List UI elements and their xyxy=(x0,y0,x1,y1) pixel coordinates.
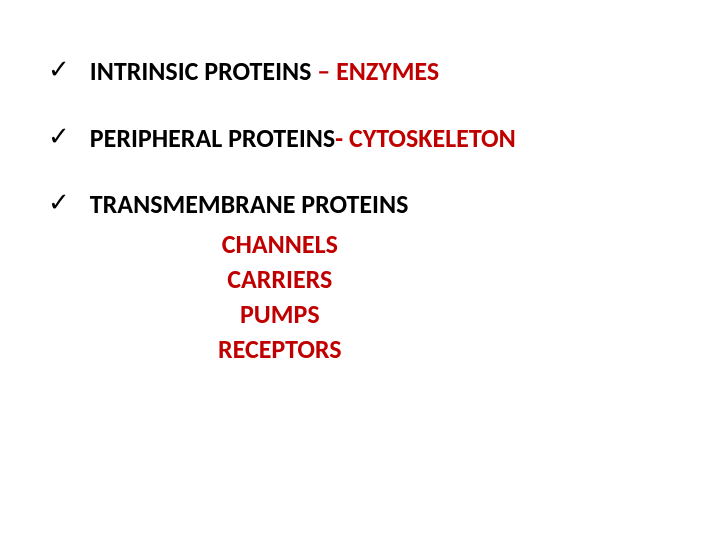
bullet-suffix-1: – ENZYMES xyxy=(311,55,439,87)
bullet-item-2: ✓ PERIPHERAL PROTEINS- CYTOSKELETON xyxy=(48,122,720,155)
bullet-label-2: PERIPHERAL PROTEINS xyxy=(90,122,335,154)
sub-item-2: CARRIERS xyxy=(90,262,470,297)
bullet-text-2: PERIPHERAL PROTEINS- CYTOSKELETON xyxy=(90,122,516,155)
slide-content: ✓ INTRINSIC PROTEINS – ENZYMES ✓ PERIPHE… xyxy=(0,0,720,367)
bullet-item-3: ✓ TRANSMEMBRANE PROTEINS CHANNELS CARRIE… xyxy=(48,188,720,367)
check-icon: ✓ xyxy=(48,188,70,217)
sub-item-4: RECEPTORS xyxy=(90,332,470,367)
bullet-item-1: ✓ INTRINSIC PROTEINS – ENZYMES xyxy=(48,55,720,88)
sub-item-1: CHANNELS xyxy=(90,227,470,262)
check-icon: ✓ xyxy=(48,122,70,151)
sub-list: CHANNELS CARRIERS PUMPS RECEPTORS xyxy=(90,227,470,367)
sub-item-3: PUMPS xyxy=(90,297,470,332)
bullet-text-3: TRANSMEMBRANE PROTEINS CHANNELS CARRIERS… xyxy=(90,188,470,367)
bullet-label-1: INTRINSIC PROTEINS xyxy=(90,55,312,87)
bullet-label-3: TRANSMEMBRANE PROTEINS xyxy=(90,188,409,220)
bullet-suffix-2: - CYTOSKELETON xyxy=(335,122,516,154)
check-icon: ✓ xyxy=(48,55,70,84)
bullet-text-1: INTRINSIC PROTEINS – ENZYMES xyxy=(90,55,439,88)
